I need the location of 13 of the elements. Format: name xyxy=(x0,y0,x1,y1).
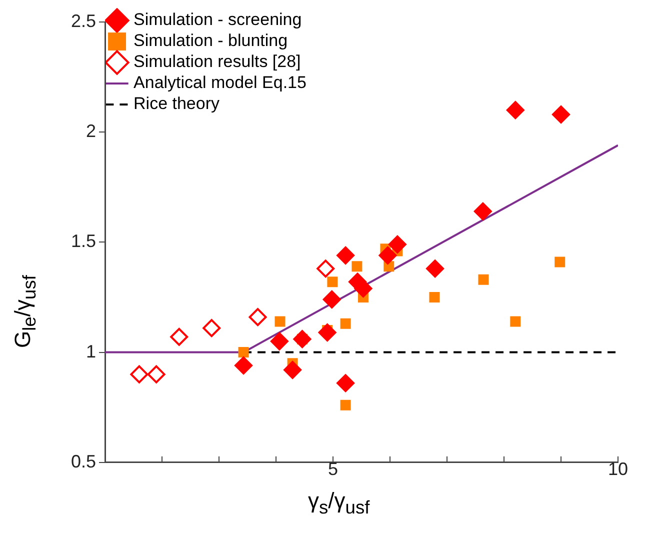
legend-label: Simulation - blunting xyxy=(134,31,288,50)
y-tick-label: 2 xyxy=(86,121,96,142)
y-tick-label: 2.5 xyxy=(70,10,96,31)
legend-label: Analytical model Eq.15 xyxy=(134,73,306,92)
x-tick-label: 5 xyxy=(328,459,338,480)
y-tick-label: 0.5 xyxy=(70,451,96,472)
legend-label: Rice theory xyxy=(134,94,220,114)
y-tick-label: 1 xyxy=(86,341,96,362)
x-tick-label: 10 xyxy=(608,459,628,480)
y-tick-label: 1.5 xyxy=(70,231,96,252)
legend-label: Simulation - screening xyxy=(134,10,302,30)
x-axis-title: γ$_{s}$/γ$_{usf}$ xyxy=(308,488,370,518)
legend-label: Simulation results [28] xyxy=(134,52,301,72)
